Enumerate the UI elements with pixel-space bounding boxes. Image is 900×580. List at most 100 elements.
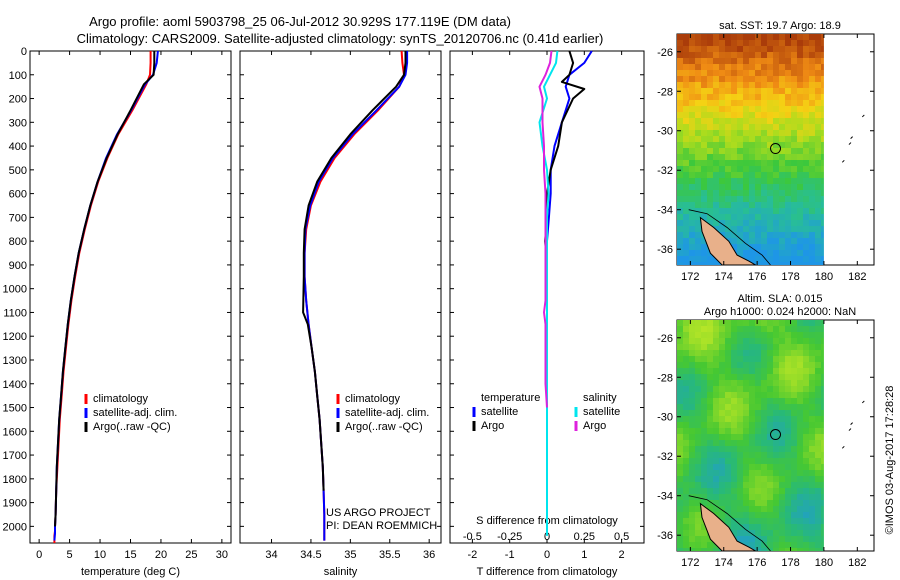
map-cell	[797, 70, 803, 76]
map-cell	[743, 374, 749, 380]
map-cell	[719, 142, 725, 148]
map-cell	[737, 458, 743, 464]
map-cell	[755, 244, 761, 250]
map-cell	[785, 464, 791, 470]
map-cell	[677, 326, 683, 332]
map-cell	[695, 202, 701, 208]
map-cell	[689, 356, 695, 362]
map-cell	[725, 112, 731, 118]
map-cell	[689, 404, 695, 410]
map-cell	[731, 184, 737, 190]
map-cell	[689, 368, 695, 374]
map-cell	[761, 208, 767, 214]
map-cell	[695, 356, 701, 362]
map-cell	[755, 392, 761, 398]
map-cell	[785, 46, 791, 52]
map-cell	[779, 226, 785, 232]
map-cell	[797, 422, 803, 428]
map-cell	[821, 380, 824, 386]
map-cell	[677, 512, 683, 518]
map-cell	[803, 52, 809, 58]
map-cell	[803, 512, 809, 518]
map-cell	[719, 184, 725, 190]
map-cell	[767, 82, 773, 88]
map-cell	[785, 482, 791, 488]
map-cell	[809, 226, 815, 232]
map-cell	[683, 178, 689, 184]
map-cell	[797, 88, 803, 94]
map-cell	[773, 434, 779, 440]
map-cell	[737, 172, 743, 178]
map-cell	[791, 326, 797, 332]
map-cell	[683, 380, 689, 386]
map-cell	[689, 94, 695, 100]
map-cell	[773, 154, 779, 160]
map-cell	[719, 416, 725, 422]
map-field	[677, 320, 824, 551]
map-cell	[809, 214, 815, 220]
map-cell	[731, 64, 737, 70]
map-cell	[701, 542, 707, 548]
map-cell	[695, 428, 701, 434]
map-cell	[701, 320, 707, 326]
map-cell	[677, 386, 683, 392]
map-cell	[773, 452, 779, 458]
map-cell	[803, 500, 809, 506]
map-cell	[713, 416, 719, 422]
map-cell	[761, 64, 767, 70]
map-cell	[743, 160, 749, 166]
map-cell	[821, 470, 824, 476]
map-cell	[815, 320, 821, 326]
map-cell	[779, 34, 785, 40]
map-cell	[755, 148, 761, 154]
map-cell	[737, 524, 743, 530]
map-cell	[743, 488, 749, 494]
map-cell	[815, 344, 821, 350]
map-cell	[797, 338, 803, 344]
map-cell	[695, 524, 701, 530]
map-cell	[779, 112, 785, 118]
map-cell	[809, 356, 815, 362]
map-cell	[677, 464, 683, 470]
map-cell	[677, 184, 683, 190]
map-cell	[791, 470, 797, 476]
map-cell	[731, 46, 737, 52]
map-cell	[695, 178, 701, 184]
map-cell	[743, 368, 749, 374]
map-cell	[695, 404, 701, 410]
x-tick-label: 174	[715, 557, 733, 569]
map-cell	[773, 214, 779, 220]
map-cell	[773, 46, 779, 52]
map-cell	[701, 350, 707, 356]
map-cell	[767, 386, 773, 392]
map-cell	[719, 422, 725, 428]
map-cell	[695, 148, 701, 154]
map-cell	[749, 416, 755, 422]
map-cell	[719, 506, 725, 512]
map-cell	[725, 500, 731, 506]
map-cell	[779, 124, 785, 130]
map-cell	[701, 250, 707, 256]
map-cell	[743, 320, 749, 326]
map-cell	[731, 58, 737, 64]
map-cell	[815, 58, 821, 64]
map-cell	[701, 178, 707, 184]
map-cell	[779, 160, 785, 166]
map-cell	[731, 34, 737, 40]
map-cell	[803, 112, 809, 118]
map-cell	[743, 356, 749, 362]
map-cell	[803, 70, 809, 76]
map-cell	[689, 338, 695, 344]
map-cell	[761, 172, 767, 178]
map-cell	[821, 226, 824, 232]
map-cell	[761, 344, 767, 350]
map-cell	[815, 106, 821, 112]
map-cell	[815, 530, 821, 536]
map-cell	[761, 338, 767, 344]
map-cell	[773, 320, 779, 326]
map-cell	[677, 458, 683, 464]
map-cell	[719, 214, 725, 220]
map-cell	[701, 202, 707, 208]
map-cell	[779, 262, 785, 265]
map-cell	[689, 506, 695, 512]
